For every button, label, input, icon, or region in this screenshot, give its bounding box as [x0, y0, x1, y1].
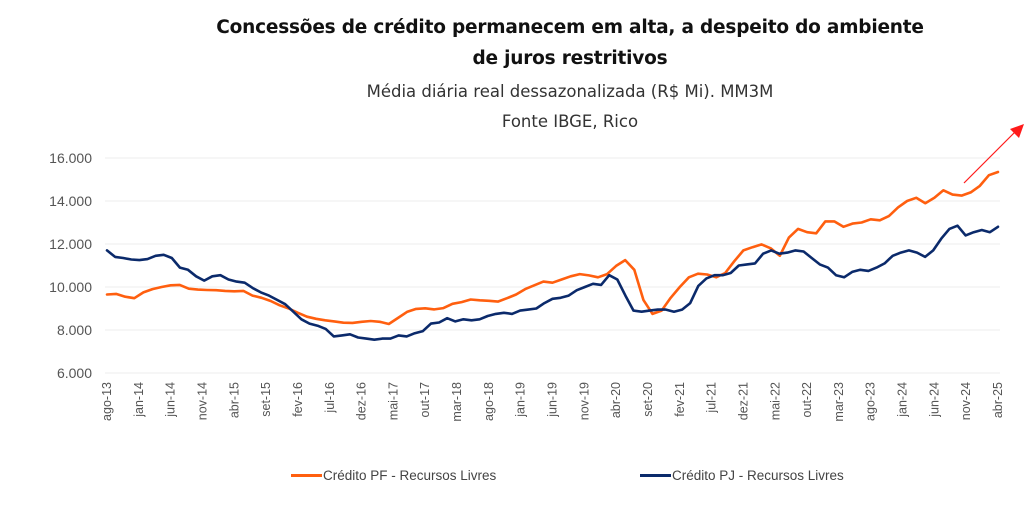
y-tick-label: 12.000 — [49, 236, 92, 252]
x-tick-label: jan-14 — [132, 382, 146, 418]
legend-item-pf: Crédito PF - Recursos Livres — [291, 466, 496, 484]
y-tick-label: 16.000 — [49, 150, 92, 166]
trend-arrow-annotation — [963, 124, 1024, 184]
x-tick-label: abr-15 — [227, 382, 241, 418]
x-tick-label: ago-23 — [864, 382, 878, 421]
y-axis-ticks: 6.000 8.000 10.000 12.000 14.000 16.000 — [49, 150, 92, 381]
series-line-credito-pf — [105, 170, 1000, 326]
gridlines — [105, 157, 1000, 374]
chart-source: Fonte IBGE, Rico — [501, 112, 639, 131]
chart-title-line-2: de juros restritivos — [472, 48, 668, 69]
x-tick-label: mar-18 — [450, 382, 464, 422]
x-tick-label: ago-13 — [100, 382, 114, 421]
x-tick-label: mai-17 — [386, 382, 400, 420]
legend-item-pj: Crédito PJ - Recursos Livres — [640, 466, 844, 484]
legend-swatch-pf — [291, 473, 322, 477]
x-tick-label: out-17 — [418, 382, 432, 417]
x-tick-label: nov-24 — [959, 382, 973, 420]
series-lines — [105, 170, 1000, 342]
y-tick-label: 6.000 — [57, 365, 92, 381]
legend-label-pf: Crédito PF - Recursos Livres — [323, 467, 497, 483]
x-tick-label: fev-21 — [673, 382, 687, 417]
x-tick-label: jun-19 — [546, 382, 560, 418]
x-tick-label: dez-21 — [736, 382, 750, 420]
x-tick-label: jun-24 — [927, 382, 941, 418]
x-tick-label: jan-24 — [896, 382, 910, 418]
x-tick-label: nov-14 — [195, 382, 209, 420]
x-tick-label: abr-20 — [609, 382, 623, 418]
x-tick-label: abr-25 — [991, 382, 1005, 418]
arrow-head — [1010, 124, 1024, 138]
x-tick-label: nov-19 — [577, 382, 591, 420]
x-tick-label: jun-14 — [164, 382, 178, 418]
chart-subtitle: Média diária real dessazonalizada (R$ Mi… — [366, 82, 774, 101]
legend-swatch-pj — [640, 473, 671, 477]
y-tick-label: 10.000 — [49, 279, 92, 295]
x-tick-label: ago-18 — [482, 382, 496, 421]
x-tick-label: mar-23 — [832, 382, 846, 422]
x-tick-label: fev-16 — [291, 382, 305, 417]
x-tick-label: dez-16 — [355, 382, 369, 420]
x-tick-label: mai-22 — [768, 382, 782, 420]
arrow-shaft — [963, 131, 1016, 184]
y-tick-label: 14.000 — [49, 193, 92, 209]
legend-label-pj: Crédito PJ - Recursos Livres — [672, 467, 844, 483]
y-tick-label: 8.000 — [57, 322, 92, 338]
x-tick-label: set-15 — [259, 382, 273, 417]
x-tick-label: out-22 — [800, 382, 814, 417]
chart-title-line-1: Concessões de crédito permanecem em alta… — [216, 17, 924, 38]
x-tick-label: jul-16 — [323, 382, 337, 414]
series-line-credito-pj — [105, 224, 1000, 342]
x-axis-ticks: ago-13 jan-14 jun-14 nov-14 abr-15 set-15 fev-… — [100, 382, 1005, 422]
x-tick-label: set-20 — [641, 382, 655, 417]
x-tick-label: jan-19 — [514, 382, 528, 418]
x-tick-label: jul-21 — [705, 382, 719, 414]
